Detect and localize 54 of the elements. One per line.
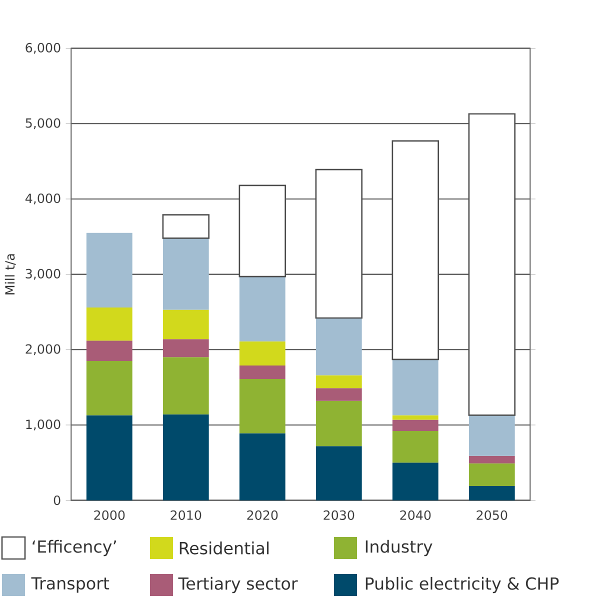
legend-label: Public electricity & CHP (366, 576, 559, 594)
legend-label: Industry (366, 540, 432, 556)
bar (316, 318, 362, 376)
bar (392, 420, 438, 432)
bar (238, 184, 286, 278)
x-tick-label: 2020 (247, 510, 278, 520)
x-tick-label: 2040 (400, 510, 431, 520)
bar (392, 140, 440, 360)
bar (392, 462, 438, 500)
y-tick-label: 6,000 (26, 42, 60, 54)
y-tick-label: 3,000 (26, 268, 60, 280)
bar (239, 276, 286, 342)
bar (162, 310, 209, 340)
bar (86, 340, 132, 361)
bar (468, 113, 516, 416)
y-tick-label: 4,000 (25, 194, 60, 204)
bar (162, 214, 210, 239)
bar (162, 357, 209, 414)
bar (468, 463, 515, 486)
bar (86, 415, 132, 500)
x-tick-label: 2050 (476, 510, 508, 520)
bar (468, 486, 515, 500)
y-axis-title: Mill t/a (4, 254, 16, 294)
y-tick-label: 5,000 (26, 118, 60, 130)
bar (86, 360, 132, 416)
bar (468, 456, 515, 464)
bar (162, 339, 209, 358)
bar (316, 400, 362, 446)
legend-label: Transport (31, 577, 110, 593)
bar (239, 365, 286, 380)
x-tick-label: 2010 (170, 510, 202, 520)
bar (316, 388, 362, 401)
bar (392, 415, 438, 420)
bar (468, 415, 515, 456)
bar (239, 341, 286, 366)
bar (239, 379, 286, 434)
bar (392, 431, 438, 463)
legend-label: Tertiary sector (178, 576, 298, 594)
bar (86, 307, 132, 341)
bar (162, 414, 209, 500)
bar (315, 168, 363, 319)
bar (316, 446, 362, 500)
y-tick-label: 0 (54, 496, 60, 506)
bar (86, 232, 132, 308)
bar (239, 433, 286, 500)
bar (316, 375, 362, 388)
y-tick-label: 2,000 (26, 344, 60, 356)
x-tick-label: 2030 (324, 510, 354, 520)
legend-label: Residential (180, 542, 269, 554)
legend-label: ‘Efficency’ (32, 540, 116, 556)
y-tick-label: 1,000 (26, 420, 60, 430)
bar (162, 238, 209, 310)
bar (392, 359, 438, 416)
x-tick-label: 2000 (94, 510, 125, 520)
